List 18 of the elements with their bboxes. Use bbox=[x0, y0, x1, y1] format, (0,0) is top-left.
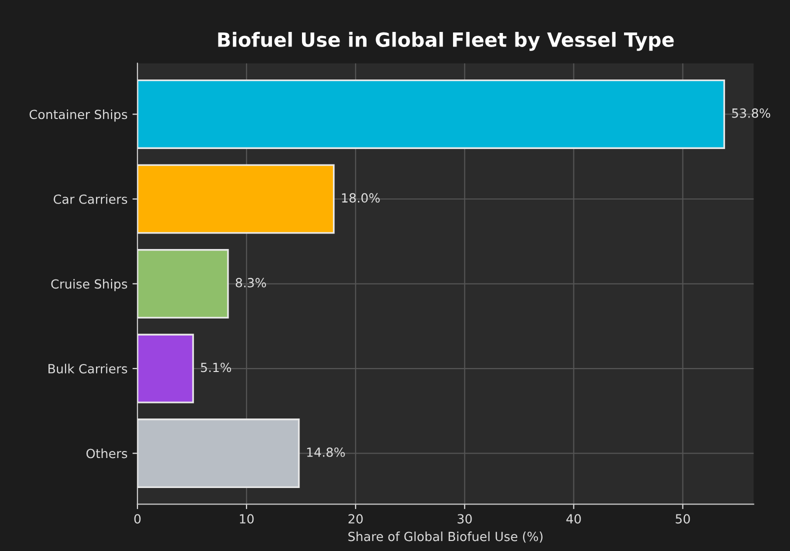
y-tick-label: Cruise Ships bbox=[51, 279, 128, 292]
x-tick-label: 0 bbox=[134, 514, 141, 524]
y-tick-label: Car Carriers bbox=[54, 194, 128, 204]
data-label: 5.1% bbox=[200, 362, 232, 372]
x-tick-label: 50 bbox=[676, 514, 690, 524]
y-tick-label: Container Ships bbox=[30, 109, 128, 122]
data-label: 53.8% bbox=[732, 108, 770, 118]
y-tick-label: Bulk Carriers bbox=[48, 364, 128, 374]
data-label: 8.3% bbox=[236, 278, 266, 288]
y-tick-label: Others bbox=[86, 448, 128, 458]
data-label: 14.8% bbox=[307, 447, 345, 457]
x-tick-label: 20 bbox=[348, 514, 363, 524]
chart-title: Biofuel Use in Global Fleet by Vessel Type bbox=[218, 32, 674, 51]
x-tick-label: 10 bbox=[240, 514, 254, 524]
x-axis-title: Share of Global Biofuel Use (%) bbox=[348, 532, 542, 543]
x-tick-label: 30 bbox=[458, 514, 472, 524]
data-label: 18.0% bbox=[342, 193, 380, 203]
x-tick-label: 40 bbox=[566, 514, 581, 524]
